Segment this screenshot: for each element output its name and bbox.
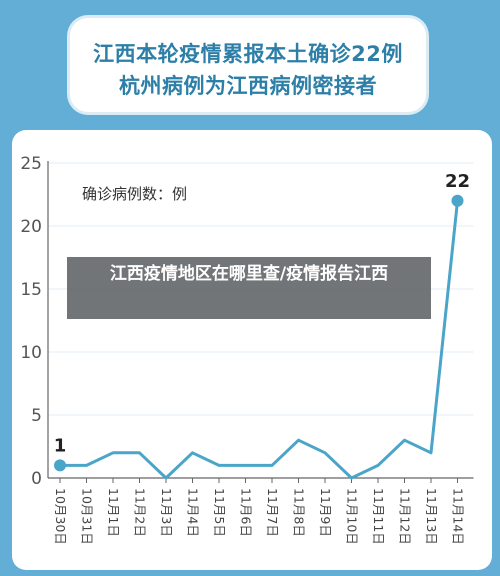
x-tick-label: 11月11日: [371, 488, 386, 545]
x-tick-label: 11月5日: [212, 488, 227, 537]
x-tick-label: 10月31日: [80, 488, 95, 545]
x-tick-label: 10月30日: [53, 488, 68, 545]
y-tick-label: 15: [20, 280, 42, 300]
x-tick-label: 11月12日: [398, 488, 413, 545]
x-tick-label: 11月10日: [345, 488, 360, 545]
x-tick-label: 11月1日: [106, 488, 121, 537]
overlay-text: 江西疫情地区在哪里查/疫情报告江西: [109, 264, 389, 284]
x-tick-label: 11月6日: [239, 488, 254, 537]
y-tick-label: 0: [31, 469, 42, 489]
data-point: [54, 459, 66, 472]
x-tick-label: 11月8日: [292, 488, 307, 537]
x-tick-label: 11月4日: [186, 488, 201, 537]
x-tick-label: 11月14日: [451, 488, 466, 545]
legend-label: 确诊病例数：例: [82, 185, 187, 203]
chart-card: [12, 130, 492, 570]
x-tick-label: 11月3日: [159, 488, 174, 537]
chart-title-line-2: 杭州病例为江西病例密接者: [119, 74, 377, 98]
y-tick-label: 5: [31, 406, 42, 426]
data-label: 22: [445, 171, 470, 192]
title-box: 江西本轮疫情累报本土确诊22例 杭州病例为江西病例密接者: [70, 18, 426, 112]
chart-title-line-1: 江西本轮疫情累报本土确诊22例: [93, 42, 403, 66]
series-line: [60, 200, 459, 480]
x-tick-label: 11月2日: [133, 488, 148, 537]
data-label: 1: [54, 435, 67, 456]
y-tick-label: 10: [20, 343, 42, 363]
y-tick-label: 25: [20, 154, 42, 174]
x-tick-label: 11月7日: [265, 488, 280, 537]
overlay-banner: 江西疫情地区在哪里查/疫情报告江西: [67, 257, 431, 319]
x-tick-label: 11月9日: [318, 488, 333, 537]
data-point: [451, 194, 464, 207]
x-tick-label: 11月13日: [424, 488, 439, 545]
y-tick-label: 20: [20, 217, 42, 237]
